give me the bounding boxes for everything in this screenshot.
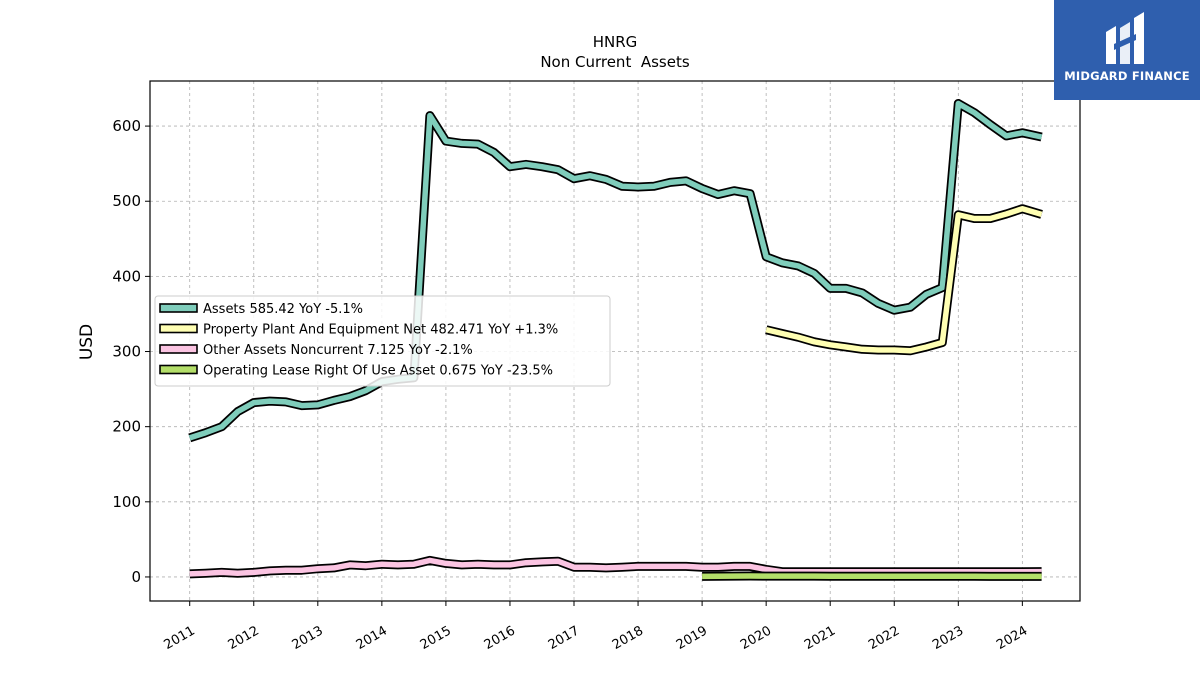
legend-swatch — [159, 323, 198, 334]
x-tick-label: 2013 — [290, 623, 326, 653]
logo-text: MIDGARD FINANCE — [1064, 69, 1190, 83]
logo-mark-icon — [1106, 12, 1144, 64]
x-tick-label: 2011 — [162, 623, 198, 653]
y-tick-label: 400 — [112, 267, 141, 285]
legend-label: Property Plant And Equipment Net 482.471… — [203, 323, 558, 338]
x-tick-label: 2014 — [354, 623, 390, 653]
series-0 — [188, 99, 1043, 443]
x-tick-label: 2021 — [802, 623, 838, 653]
x-tick-label: 2018 — [610, 623, 646, 653]
y-tick-label: 200 — [112, 418, 141, 436]
x-tick-label: 2019 — [674, 623, 710, 653]
legend-box — [154, 295, 611, 387]
chart-title: HNRG — [593, 33, 638, 51]
x-tick-label: 2024 — [994, 623, 1030, 653]
midgard-finance-logo: MIDGARD FINANCE — [1054, 0, 1200, 100]
series-layer — [188, 99, 1043, 581]
chart-subtitle: Non Current Assets — [540, 53, 690, 71]
x-tick-label: 2016 — [482, 623, 518, 653]
series-line — [765, 205, 1043, 354]
x-tick-label: 2017 — [546, 623, 582, 653]
x-tick-label: 2023 — [930, 623, 966, 653]
legend-swatch — [159, 344, 198, 354]
y-tick-label: 500 — [112, 192, 141, 210]
series-line-outline — [765, 204, 1043, 356]
legend-label: Other Assets Noncurrent 7.125 YoY -2.1% — [203, 343, 473, 358]
y-tick-label: 0 — [131, 568, 141, 586]
y-tick-label: 100 — [112, 493, 141, 511]
x-tick-label: 2022 — [866, 623, 902, 653]
legend-swatch — [159, 364, 198, 375]
x-axis: 2011 2012 2013 2014 2015 2016 2017 2018 2019 2020… — [162, 601, 1030, 653]
legend-swatch — [159, 303, 198, 313]
legend-label: Assets 585.42 YoY -5.1% — [203, 302, 363, 317]
x-tick-label: 2012 — [226, 623, 262, 653]
y-tick-label: 300 — [112, 343, 141, 361]
x-tick-label: 2020 — [738, 623, 774, 653]
series-line — [188, 100, 1043, 441]
legend: Assets 585.42 YoY -5.1% Property Plant An… — [154, 295, 611, 387]
x-tick-label: 2015 — [418, 623, 454, 653]
series-1 — [765, 204, 1043, 356]
y-axis: 0 100 200 300 400 500 600 — [112, 117, 150, 586]
legend-label: Operating Lease Right Of Use Asset 0.675… — [203, 364, 553, 379]
plot-area-frame — [149, 80, 1081, 602]
y-axis-label: USD — [77, 324, 97, 360]
y-tick-label: 600 — [112, 117, 141, 135]
